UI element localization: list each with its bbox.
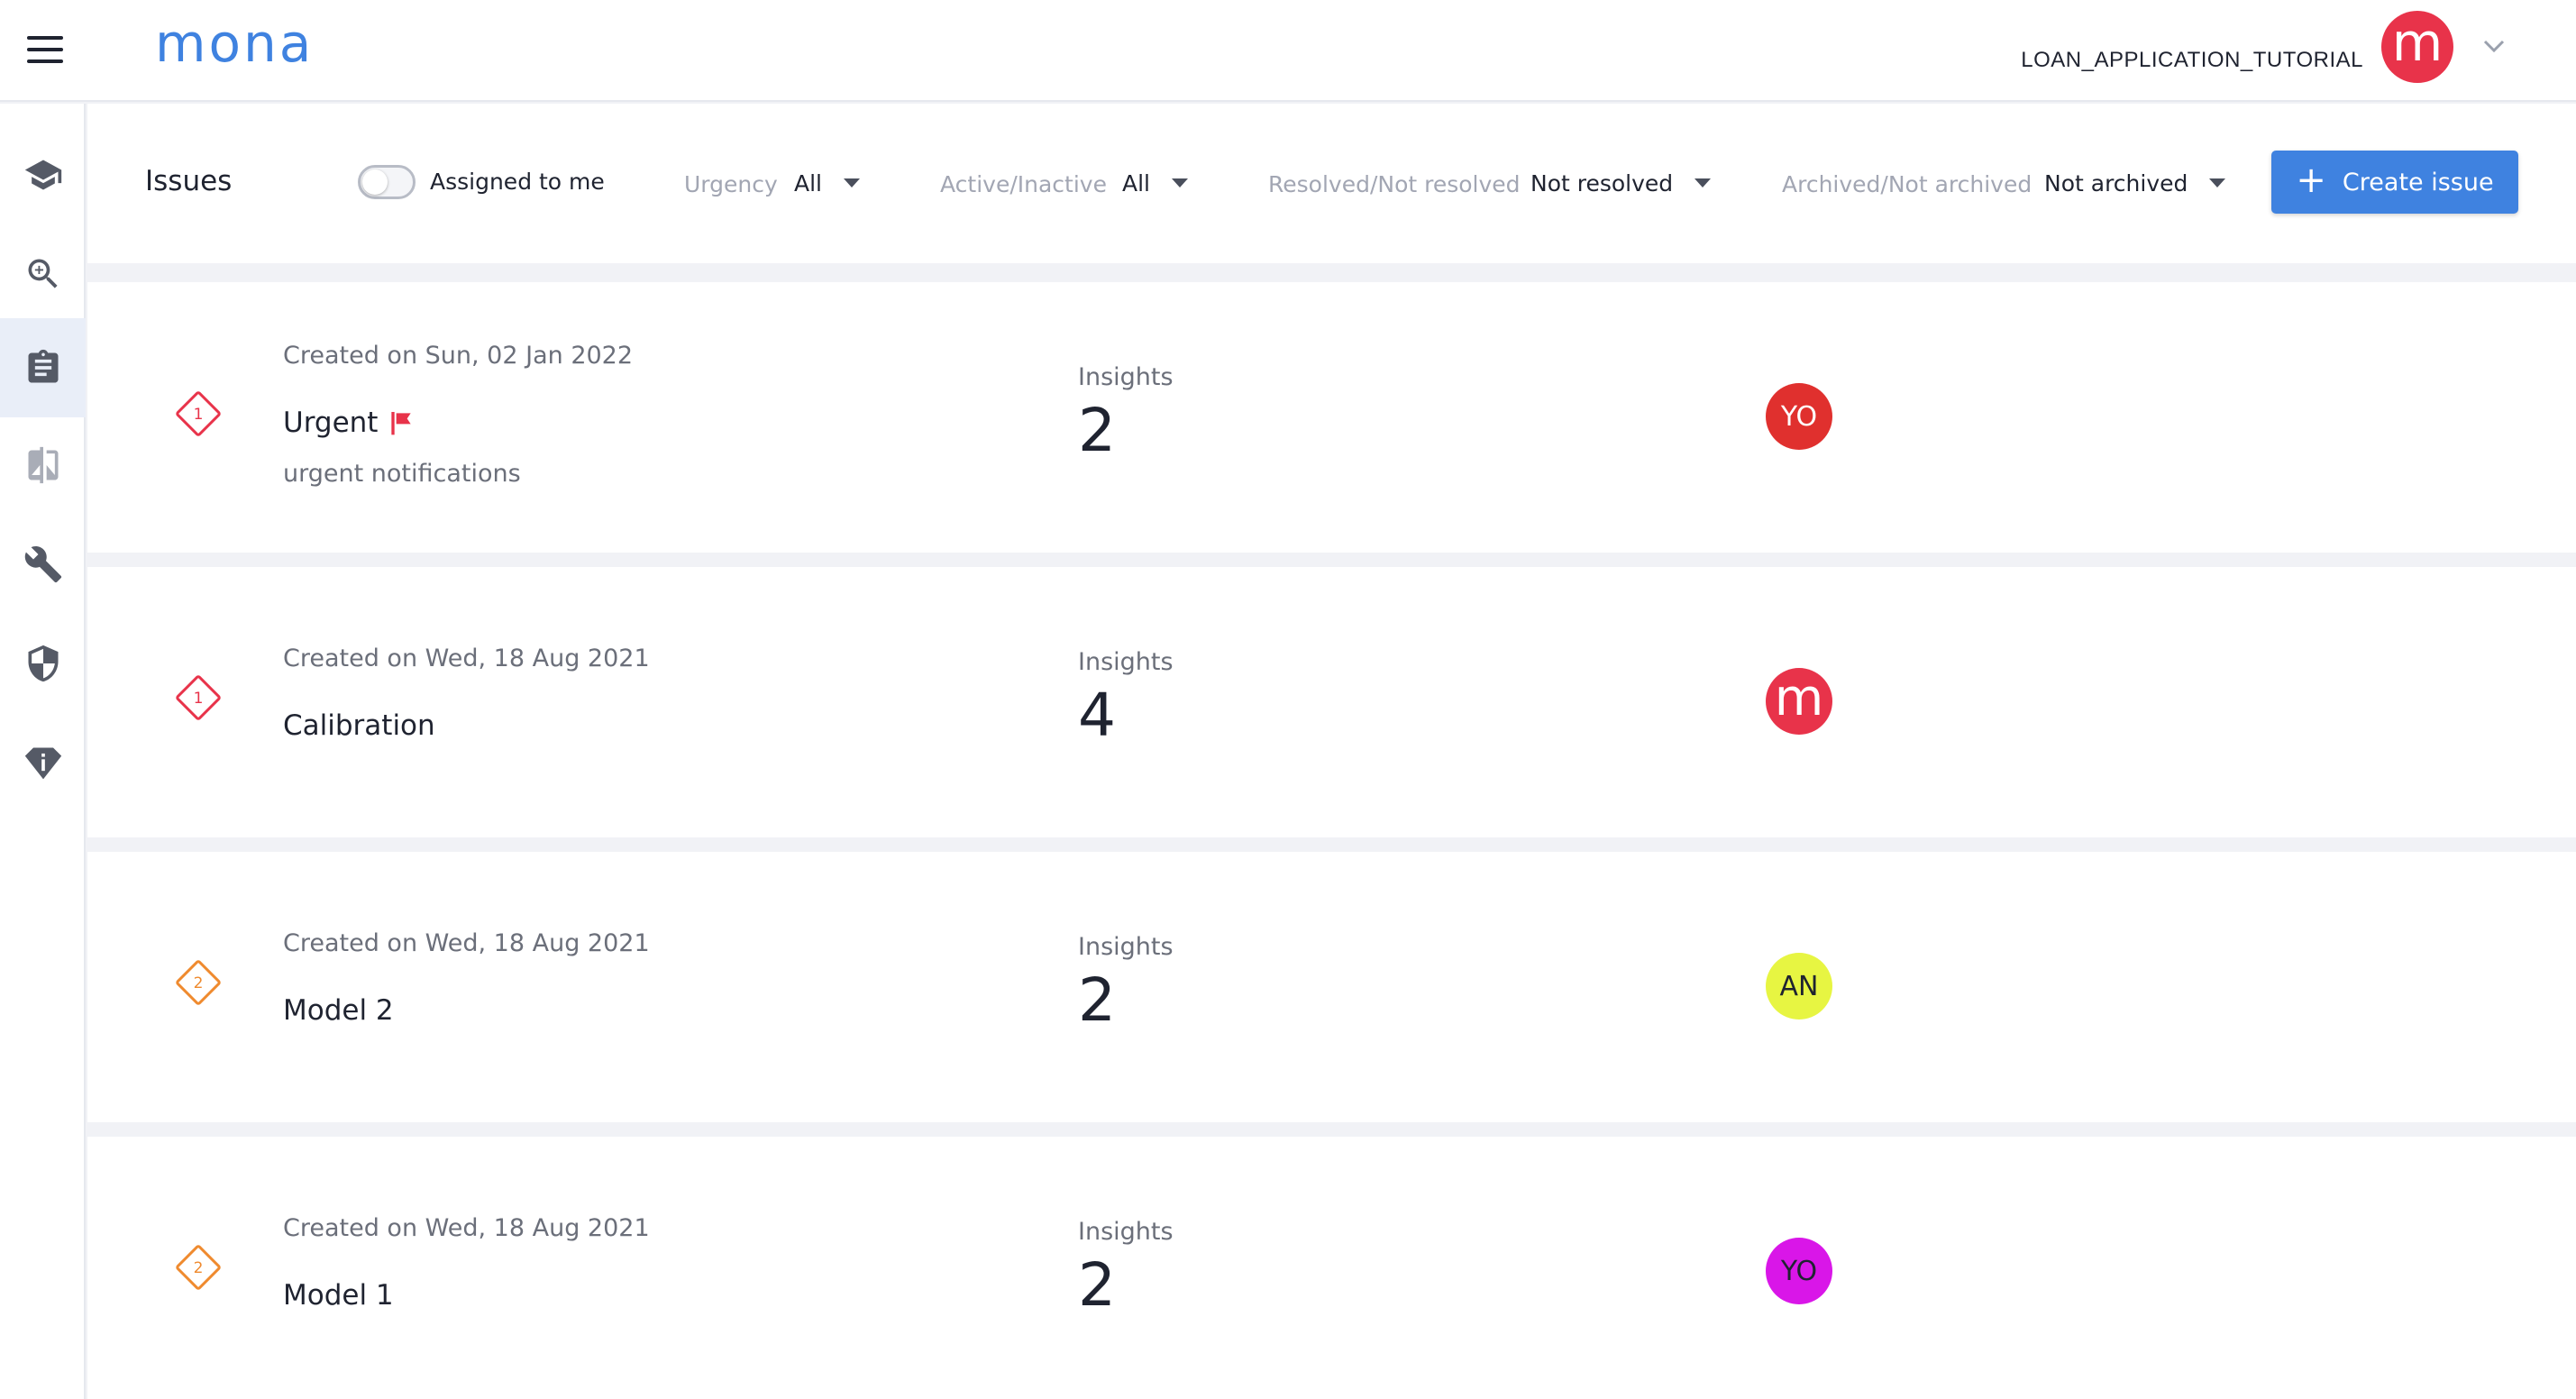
resolved-filter-label: Resolved/Not resolved	[1268, 171, 1521, 197]
active-filter-label: Active/Inactive	[940, 171, 1107, 197]
assigned-to-me-toggle[interactable]	[358, 165, 416, 199]
caret-down-icon	[844, 178, 860, 187]
resolved-filter-value: Not resolved	[1530, 169, 1674, 197]
urgency-badge: 1	[175, 674, 222, 721]
create-issue-button[interactable]: + Create issue	[2271, 151, 2518, 214]
shield-icon	[28, 645, 58, 682]
insights-count: 2	[1078, 965, 1116, 1035]
urgency-level: 1	[194, 406, 204, 424]
created-date: Created on Wed, 18 Aug 2021	[283, 929, 650, 957]
insights-label: Insights	[1078, 648, 1174, 676]
issue-name: Model 2	[283, 994, 394, 1027]
resolved-filter-select[interactable]: Not resolved	[1530, 167, 1712, 199]
page-title: Issues	[145, 165, 233, 197]
urgency-filter-value: All	[794, 169, 822, 197]
issue-title: Calibration	[283, 709, 435, 742]
issue-card[interactable]: 2 Created on Wed, 18 Aug 2021 Model 2 In…	[87, 852, 2576, 1122]
urgency-level: 1	[194, 690, 204, 708]
assignee-avatar[interactable]: m	[1766, 668, 1832, 735]
sidebar-item-issues[interactable]	[0, 318, 86, 417]
issue-card[interactable]: 1 Created on Sun, 02 Jan 2022 Urgent urg…	[87, 282, 2576, 553]
issue-description: urgent notifications	[283, 460, 521, 488]
urgency-level: 2	[194, 1259, 204, 1277]
insights-label: Insights	[1078, 1218, 1174, 1246]
sidebar-item-tools[interactable]	[0, 515, 86, 614]
active-filter-value: All	[1122, 169, 1150, 197]
assignee-avatar[interactable]: AN	[1766, 953, 1832, 1020]
urgency-filter-label: Urgency	[684, 171, 778, 197]
urgency-badge: 2	[175, 1244, 222, 1291]
caret-down-icon	[2209, 178, 2226, 187]
insights-count: 4	[1078, 681, 1116, 750]
toggle-knob	[362, 169, 388, 195]
insights-label: Insights	[1078, 933, 1174, 961]
wrench-icon	[24, 546, 61, 583]
urgency-diamond-icon: 1	[176, 675, 221, 720]
menu-icon[interactable]	[27, 36, 63, 63]
plus-icon: +	[2296, 160, 2326, 201]
issue-title: Urgent	[283, 407, 379, 439]
urgency-diamond-icon: 2	[176, 960, 221, 1005]
info-badge-icon	[24, 747, 61, 780]
sidebar-item-security[interactable]	[0, 614, 86, 713]
sidebar	[0, 104, 86, 1399]
assignee-avatar[interactable]: YO	[1766, 1238, 1832, 1304]
urgency-badge: 1	[175, 390, 222, 437]
insights-count: 2	[1078, 396, 1116, 465]
created-date: Created on Sun, 02 Jan 2022	[283, 342, 634, 370]
graduation-cap-icon	[24, 160, 61, 190]
issue-card[interactable]: 1 Created on Wed, 18 Aug 2021 Calibratio…	[87, 567, 2576, 837]
sidebar-item-compare[interactable]	[0, 416, 86, 515]
urgency-diamond-icon: 2	[176, 1245, 221, 1290]
mona-logo[interactable]: mona	[155, 13, 315, 74]
top-bar: mona LOAN_APPLICATION_TUTORIAL m	[0, 0, 2576, 102]
archived-filter-select[interactable]: Not archived	[2044, 167, 2226, 199]
compare-icon	[28, 446, 58, 484]
insights-count: 2	[1078, 1250, 1116, 1320]
issue-card[interactable]: 2 Created on Wed, 18 Aug 2021 Model 1 In…	[87, 1137, 2576, 1399]
issue-name: Calibration	[283, 709, 435, 742]
created-date: Created on Wed, 18 Aug 2021	[283, 645, 650, 672]
project-name[interactable]: LOAN_APPLICATION_TUTORIAL	[2021, 48, 2363, 72]
assigned-to-me-label: Assigned to me	[430, 169, 605, 195]
created-date: Created on Wed, 18 Aug 2021	[283, 1214, 650, 1242]
active-filter-select[interactable]: All	[1122, 167, 1188, 199]
issue-name: Model 1	[283, 1279, 394, 1312]
issue-title: Model 2	[283, 994, 394, 1027]
urgency-badge: 2	[175, 959, 222, 1006]
filter-bar: Issues Assigned to me Urgency All Active…	[87, 104, 2576, 263]
archived-filter-value: Not archived	[2044, 169, 2188, 197]
create-issue-label: Create issue	[2342, 168, 2494, 197]
sidebar-item-explore[interactable]	[0, 224, 86, 324]
urgency-level: 2	[194, 974, 204, 992]
insights-label: Insights	[1078, 363, 1174, 391]
caret-down-icon	[1172, 178, 1188, 187]
sidebar-item-learn[interactable]	[0, 125, 86, 224]
urgency-filter-select[interactable]: All	[794, 167, 860, 199]
zoom-in-icon	[28, 259, 58, 288]
assignee-avatar[interactable]: YO	[1766, 383, 1832, 450]
issue-title: Model 1	[283, 1279, 394, 1312]
chevron-down-icon[interactable]	[2480, 32, 2507, 59]
flag-icon	[391, 412, 412, 435]
sidebar-item-info[interactable]	[0, 713, 86, 812]
caret-down-icon	[1694, 178, 1712, 187]
issue-name: Urgent	[283, 407, 416, 439]
urgency-diamond-icon: 1	[176, 391, 221, 436]
clipboard-icon	[28, 349, 58, 383]
account-avatar[interactable]: m	[2381, 11, 2453, 83]
archived-filter-label: Archived/Not archived	[1782, 171, 2032, 197]
